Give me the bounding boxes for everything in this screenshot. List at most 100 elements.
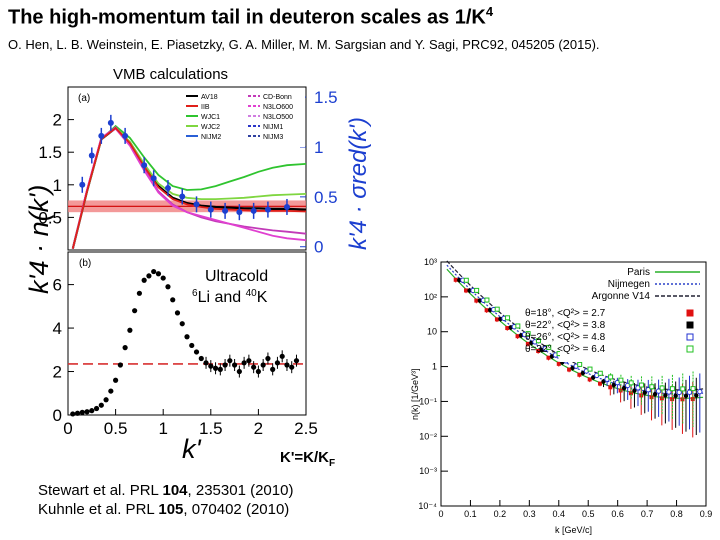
panel-a-point [88, 152, 95, 159]
references: Stewart et al. PRL 104, 235301 (2010) Ku… [38, 481, 293, 519]
panel-b-point [293, 358, 300, 364]
panel-c-point [652, 391, 658, 397]
reference-2: Kuhnle et al. PRL 105, 070402 (2010) [38, 501, 290, 518]
panel-c-point [587, 366, 593, 372]
panel-c-ytick-label: 10 [427, 327, 437, 337]
panel-b-annotation2: 6Li and 40K [192, 288, 268, 306]
panel-b-point [98, 402, 104, 408]
panel-b-point [117, 362, 123, 368]
panel-b-point [255, 368, 261, 375]
panel-c-point [587, 377, 592, 382]
panel-b-ytick-label: 2 [53, 363, 62, 382]
panel-b-point [127, 327, 133, 333]
panel-c-xtick-label: 0.3 [523, 509, 536, 519]
panel-a-point [222, 207, 229, 214]
panel-c-point [577, 361, 583, 367]
panel-a-point [283, 203, 290, 210]
panel-b-point [203, 360, 209, 366]
panel-c-xtick-label: 0.5 [582, 509, 595, 519]
panel-b-point [108, 388, 114, 394]
panel-c-point [598, 381, 602, 386]
panel-c-point [649, 384, 655, 390]
panel-c-point [474, 287, 480, 293]
panel-c-point [680, 386, 686, 392]
panel-a-ytick-label: 2 [53, 111, 62, 130]
panel-b-xtick-label: 0 [63, 419, 72, 438]
panel-b-point [93, 405, 100, 412]
panel-b-point [160, 275, 166, 281]
panel-c-point [535, 338, 541, 344]
panel-a-point [164, 185, 171, 192]
panel-b-point [174, 310, 181, 316]
panel-b-xtick-label: 2.5 [294, 419, 318, 438]
panel-a-point [150, 175, 157, 182]
panel-a-point [79, 181, 86, 188]
panel-c-xtick-label: 0.1 [464, 509, 477, 519]
panel-c-ytick-label: 10⁻³ [419, 466, 437, 476]
panel-b-point [70, 411, 76, 417]
panel-c-point [484, 297, 490, 303]
panel-b-point [189, 342, 195, 349]
panel-b-point [170, 297, 176, 303]
panel-c-ytick-label: 10⁻² [419, 431, 437, 441]
panel-c-point [494, 306, 500, 312]
panel-c-point [618, 377, 624, 383]
panel-a-legend-label: AV18 [201, 94, 218, 101]
panel-c-legend-marker [686, 333, 694, 341]
k-definition: K'=K/KF [280, 449, 336, 469]
panel-c-point [464, 288, 469, 293]
vmb-label: VMB calculations [113, 66, 229, 83]
panel-c-point [505, 326, 510, 331]
panel-b-ytick-label: 0 [53, 406, 62, 425]
panel-a-legend-bg [181, 89, 305, 147]
panel-b-xtick-label: 1 [158, 419, 167, 438]
panel-c-point [494, 317, 499, 322]
panel-c-xlabel: k [GeV/c] [555, 525, 592, 535]
panel-b-point [241, 360, 247, 366]
panel-b-point [279, 353, 285, 359]
panel-a-legend-label: WJC2 [201, 124, 220, 131]
panel-a: (a) 0.5 1 1.5 2 0 0.5 1 1.5 AV18 IIB WJC1 WJC2 NIJ… [38, 86, 338, 257]
right-axis-label: k'4 · σred(k') [345, 117, 372, 250]
panel-b-point [103, 397, 109, 403]
panel-c-point [515, 323, 521, 329]
panel-b-point [232, 362, 238, 368]
panel-c-ytick-label: 10⁻¹ [419, 396, 437, 406]
panel-a-ytick-label: 0.5 [38, 208, 62, 227]
panel-a-legend-label: N3LO500 [263, 114, 293, 121]
panel-c-point [577, 372, 582, 377]
panel-b-xtick-label: 1.5 [199, 419, 223, 438]
panel-c-ylabel: n(k) [1/GeV³] [410, 368, 420, 420]
panel-b-point [217, 366, 223, 372]
panel-a-legend-label: CD-Bonn [263, 94, 292, 101]
panel-c-point [597, 370, 603, 376]
panel-c-legend-label: θ=26°, <Q²> = 4.8 [525, 332, 606, 343]
panel-c: 10³ 10² 10 1 10⁻¹ 10⁻² 10⁻³ 10⁻⁴0 0.1 0.2 0.3 0.4 0.… [398, 250, 720, 540]
panel-a-point [98, 132, 105, 139]
panel-c-ytick-label: 10² [424, 292, 437, 302]
panel-a-point [179, 193, 186, 200]
panel-a-point [122, 132, 129, 139]
panel-b-point [208, 363, 214, 369]
panel-c-legend-label: θ=32°, <Q²> = 6.4 [525, 344, 606, 355]
panel-b-point [265, 355, 271, 362]
panel-c-point [659, 385, 665, 391]
panel-c-point [536, 349, 541, 354]
panel-a-legend-label: NIJM3 [263, 134, 283, 141]
panel-c-ytick-label: 1 [432, 362, 437, 372]
panel-c-point [649, 395, 654, 400]
panel-a-curve-5 [71, 126, 307, 249]
panel-b-point [113, 377, 119, 383]
panel-c-xtick-label: 0.8 [670, 509, 683, 519]
panel-c-ytick-label: 10⁻⁴ [418, 501, 437, 511]
panel-c-point [697, 388, 703, 395]
panel-b-point [260, 362, 266, 368]
panel-b-point [132, 308, 138, 314]
panel-c-legend-marker [686, 345, 694, 353]
panel-a-rtick-label: 1 [314, 138, 323, 157]
panel-c-point [546, 355, 551, 360]
panel-b-frame [67, 251, 307, 416]
panel-c-point [474, 298, 479, 303]
panel-b-point [84, 409, 90, 415]
